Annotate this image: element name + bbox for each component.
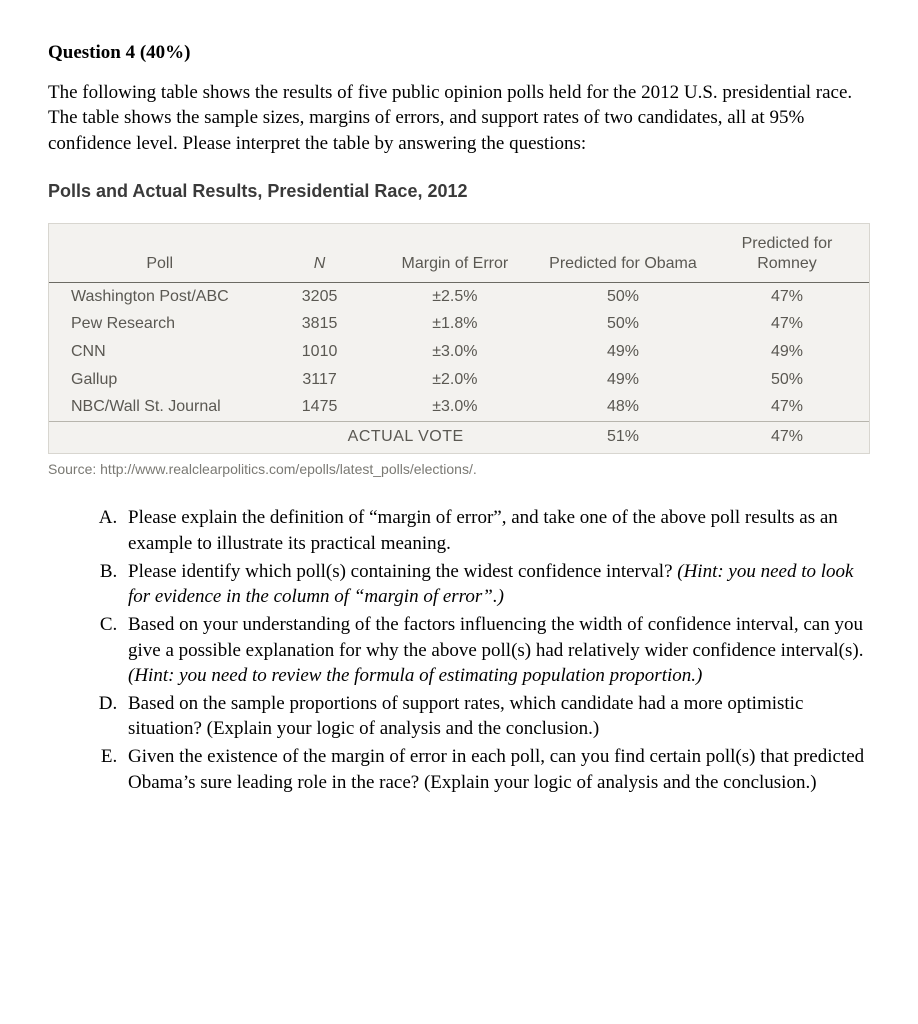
subquestion-b: Please identify which poll(s) containing… [122, 559, 870, 610]
cell-moe: ±2.0% [369, 366, 541, 394]
cell-moe: ±3.0% [369, 393, 541, 421]
cell-empty [49, 421, 270, 453]
cell-romney: 47% [705, 310, 869, 338]
col-romney: Predicted for Romney [705, 224, 869, 283]
cell-romney: 50% [705, 366, 869, 394]
table-header-row: Poll N Margin of Error Predicted for Oba… [49, 224, 869, 283]
cell-poll: CNN [49, 338, 270, 366]
cell-obama-actual: 51% [541, 421, 705, 453]
cell-romney: 49% [705, 338, 869, 366]
cell-poll: NBC/Wall St. Journal [49, 393, 270, 421]
cell-obama: 50% [541, 282, 705, 310]
col-n: N [270, 224, 368, 283]
cell-actual-label: ACTUAL VOTE [270, 421, 541, 453]
cell-n: 1475 [270, 393, 368, 421]
cell-poll: Pew Research [49, 310, 270, 338]
table-row: Washington Post/ABC 3205 ±2.5% 50% 47% [49, 282, 869, 310]
table-row-actual: ACTUAL VOTE 51% 47% [49, 421, 869, 453]
col-moe: Margin of Error [369, 224, 541, 283]
question-title: Question 4 (40%) [48, 40, 870, 66]
cell-obama: 48% [541, 393, 705, 421]
cell-moe: ±1.8% [369, 310, 541, 338]
question-intro: The following table shows the results of… [48, 80, 870, 157]
table-row: CNN 1010 ±3.0% 49% 49% [49, 338, 869, 366]
cell-moe: ±3.0% [369, 338, 541, 366]
col-poll: Poll [49, 224, 270, 283]
cell-romney: 47% [705, 393, 869, 421]
table-row: NBC/Wall St. Journal 1475 ±3.0% 48% 47% [49, 393, 869, 421]
cell-moe: ±2.5% [369, 282, 541, 310]
col-obama: Predicted for Obama [541, 224, 705, 283]
cell-obama: 50% [541, 310, 705, 338]
subquestion-a: Please explain the definition of “margin… [122, 505, 870, 556]
cell-n: 3205 [270, 282, 368, 310]
poll-table-container: Poll N Margin of Error Predicted for Oba… [48, 223, 870, 455]
subquestion-c: Based on your understanding of the facto… [122, 612, 870, 689]
cell-n: 1010 [270, 338, 368, 366]
subquestion-list: Please explain the definition of “margin… [48, 505, 870, 795]
table-row: Gallup 3117 ±2.0% 49% 50% [49, 366, 869, 394]
cell-n: 3117 [270, 366, 368, 394]
table-title: Polls and Actual Results, Presidential R… [48, 179, 870, 203]
cell-obama: 49% [541, 338, 705, 366]
subquestion-d: Based on the sample proportions of suppo… [122, 691, 870, 742]
table-row: Pew Research 3815 ±1.8% 50% 47% [49, 310, 869, 338]
table-source: Source: http://www.realclearpolitics.com… [48, 460, 870, 479]
cell-romney-actual: 47% [705, 421, 869, 453]
cell-romney: 47% [705, 282, 869, 310]
cell-poll: Gallup [49, 366, 270, 394]
cell-poll: Washington Post/ABC [49, 282, 270, 310]
subquestion-e: Given the existence of the margin of err… [122, 744, 870, 795]
poll-table: Poll N Margin of Error Predicted for Oba… [49, 224, 869, 454]
cell-obama: 49% [541, 366, 705, 394]
cell-n: 3815 [270, 310, 368, 338]
